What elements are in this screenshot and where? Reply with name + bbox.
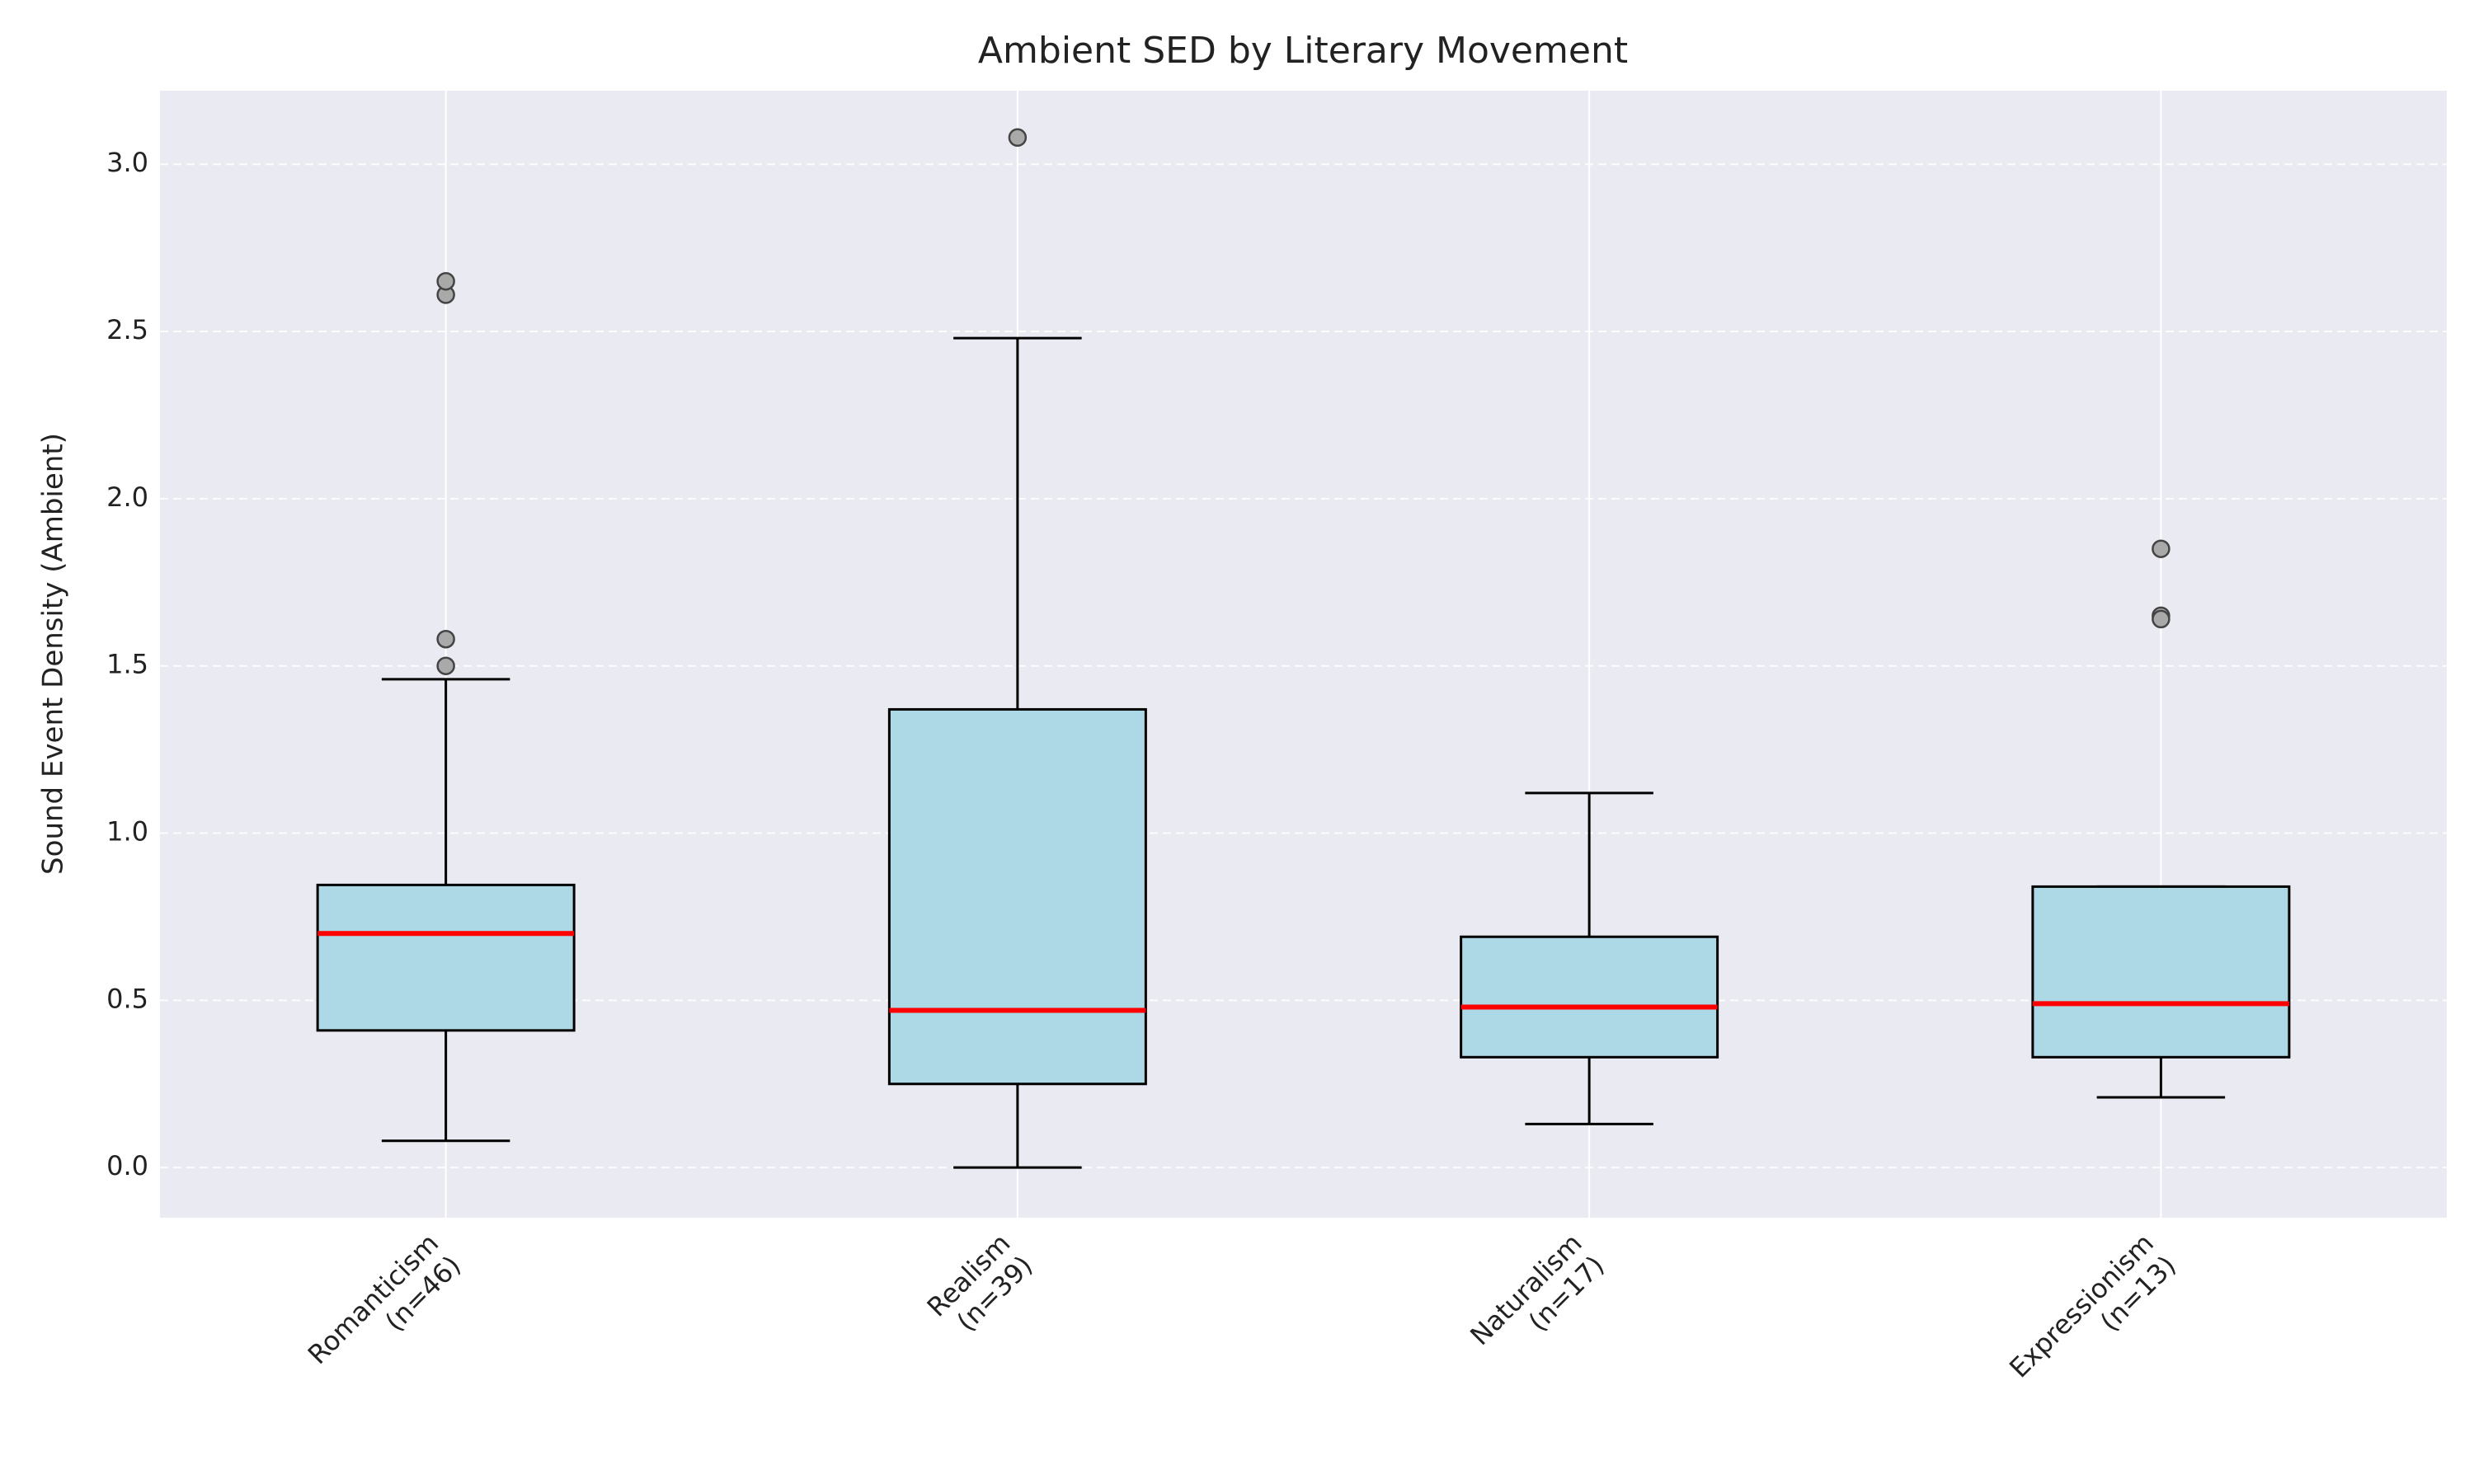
outlier (2152, 609, 2171, 629)
y-tick-label: 0.5 (106, 983, 148, 1014)
x-tick-label: Romanticism(n=46) (302, 1228, 467, 1392)
x-tick-label: Naturalism(n=17) (1464, 1228, 1610, 1374)
outlier (436, 629, 455, 649)
chart-title: Ambient SED by Literary Movement (978, 30, 1628, 72)
box (1460, 935, 1719, 1059)
y-tick-label: 2.0 (106, 481, 148, 513)
outlier (1008, 128, 1028, 148)
outlier (436, 271, 455, 291)
y-tick-label: 1.5 (106, 649, 148, 680)
box (2031, 885, 2291, 1059)
y-tick-label: 0.0 (106, 1150, 148, 1181)
x-tick-label: Expressionism(n=13) (2003, 1228, 2182, 1407)
outlier (436, 656, 455, 675)
y-tick-label: 2.5 (106, 314, 148, 345)
outlier (2152, 539, 2171, 558)
y-tick-label: 3.0 (106, 147, 148, 178)
box (316, 883, 576, 1032)
y-axis-label: Sound Event Density (Ambient) (37, 433, 70, 875)
y-tick-label: 1.0 (106, 816, 148, 848)
x-tick-label: Realism(n=39) (921, 1228, 1039, 1345)
box (887, 707, 1147, 1086)
